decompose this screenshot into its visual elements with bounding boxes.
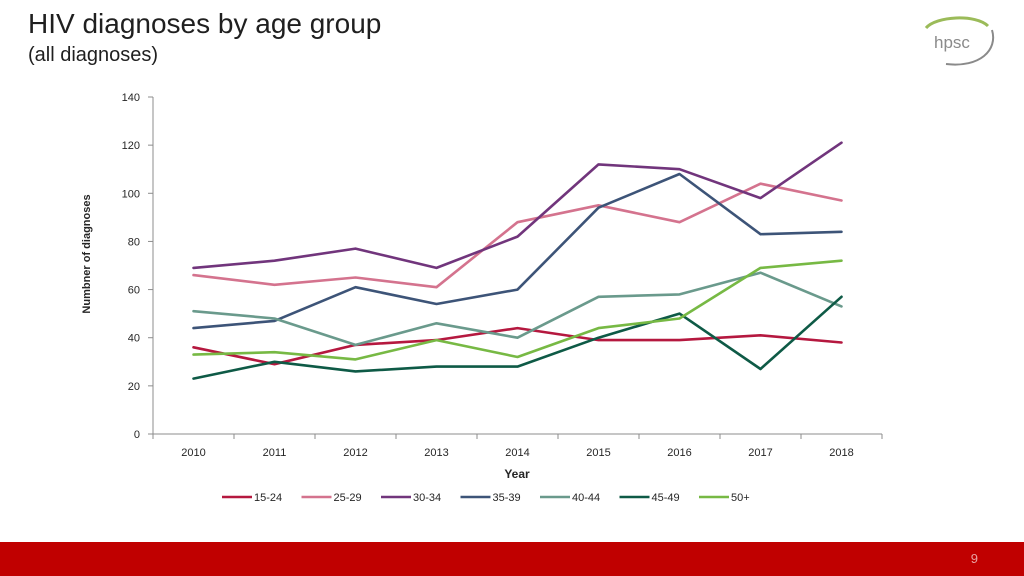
y-tick-label: 60: [128, 285, 140, 297]
series-line-50plus: [192, 259, 843, 361]
legend-item: 45-49: [619, 492, 680, 504]
chart-series-lines: [192, 141, 843, 380]
legend-item: 15-24: [222, 492, 282, 504]
legend-item: 25-29: [301, 492, 362, 504]
hpsc-logo: hpsc: [924, 16, 995, 66]
legend-label: 25-29: [334, 492, 362, 504]
legend-item: 35-39: [460, 492, 521, 504]
y-tick-label: 120: [122, 140, 140, 152]
legend-label: 30-34: [413, 492, 441, 504]
chart-axes: 0 20 40 60 80 100 120 140 2010 2011 2012 2013 2014 20…: [122, 92, 883, 459]
y-tick-label: 100: [122, 188, 140, 200]
y-tick-label: 80: [128, 236, 140, 248]
series-line-30-34: [192, 141, 843, 270]
y-tick-label: 40: [128, 333, 140, 345]
x-tick-label: 2018: [829, 447, 853, 459]
line-chart: 0 20 40 60 80 100 120 140 2010 2011 2012 2013 2014 20…: [81, 92, 883, 504]
legend-label: 45-49: [652, 492, 680, 504]
x-tick-label: 2011: [263, 447, 287, 459]
series-line-35-39: [192, 172, 843, 330]
y-tick-label: 0: [134, 429, 140, 441]
legend-item: 30-34: [381, 492, 441, 504]
x-axis-label: Year: [504, 467, 530, 481]
x-tick-label: 2014: [505, 447, 529, 459]
legend-item: 40-44: [540, 492, 600, 504]
legend-label: 35-39: [493, 492, 521, 504]
x-tick-label: 2013: [424, 447, 448, 459]
y-tick-label: 20: [128, 381, 140, 393]
legend-item: 50+: [699, 492, 750, 504]
x-tick-label: 2012: [343, 447, 367, 459]
footer-bar: 9: [0, 542, 1024, 576]
y-axis-label: Numbner of diagnoses: [81, 194, 93, 313]
y-tick-label: 140: [122, 92, 140, 104]
chart-legend: 15-24 25-29 30-34 35-39 40-44 45-49 50+: [222, 492, 750, 504]
legend-label: 40-44: [572, 492, 600, 504]
x-tick-label: 2015: [586, 447, 610, 459]
x-tick-label: 2017: [748, 447, 772, 459]
series-line-40-44: [192, 271, 843, 347]
slide-title: HIV diagnoses by age group: [28, 8, 382, 39]
page-number: 9: [970, 551, 978, 566]
x-tick-label: 2010: [181, 447, 205, 459]
logo-swoosh-lower: [945, 29, 995, 66]
logo-swoosh: [924, 16, 990, 30]
series-line-45-49: [192, 295, 843, 380]
slide-subtitle: (all diagnoses): [28, 44, 159, 66]
series-line-25-29: [192, 182, 843, 289]
logo-text: hpsc: [934, 33, 970, 52]
series-line-15-24: [192, 326, 843, 366]
legend-label: 15-24: [254, 492, 282, 504]
x-tick-label: 2016: [667, 447, 691, 459]
legend-label: 50+: [731, 492, 750, 504]
